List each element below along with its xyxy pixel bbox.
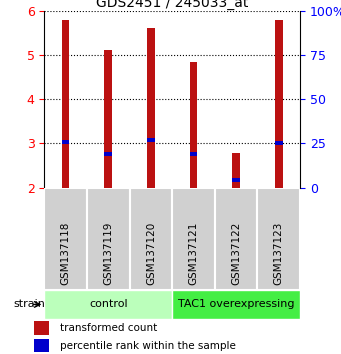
Bar xyxy=(130,188,172,290)
Bar xyxy=(147,28,155,188)
Bar xyxy=(44,188,87,290)
Bar xyxy=(275,21,283,188)
Bar xyxy=(87,188,130,290)
Text: GSM137122: GSM137122 xyxy=(231,222,241,285)
Text: strain: strain xyxy=(13,299,45,309)
Bar xyxy=(215,188,257,290)
Text: control: control xyxy=(89,299,128,309)
Bar xyxy=(172,188,215,290)
Text: GSM137119: GSM137119 xyxy=(103,222,113,285)
Text: GSM137123: GSM137123 xyxy=(274,222,284,285)
Bar xyxy=(172,290,300,319)
Bar xyxy=(232,178,240,182)
Bar xyxy=(34,321,49,335)
Text: percentile rank within the sample: percentile rank within the sample xyxy=(60,341,236,350)
Bar xyxy=(190,153,197,156)
Bar xyxy=(190,62,197,188)
Bar xyxy=(257,188,300,290)
Text: GSM137120: GSM137120 xyxy=(146,222,156,285)
Bar xyxy=(232,153,240,188)
Bar xyxy=(62,141,70,144)
Bar xyxy=(34,339,49,352)
Text: GSM137121: GSM137121 xyxy=(189,222,198,285)
Text: TAC1 overexpressing: TAC1 overexpressing xyxy=(178,299,294,309)
Bar xyxy=(147,138,155,142)
Bar xyxy=(104,51,112,188)
Bar xyxy=(275,141,283,145)
Title: GDS2451 / 245033_at: GDS2451 / 245033_at xyxy=(96,0,248,10)
Text: transformed count: transformed count xyxy=(60,323,157,333)
Bar xyxy=(44,290,172,319)
Bar xyxy=(62,21,70,188)
Bar xyxy=(104,153,112,156)
Text: GSM137118: GSM137118 xyxy=(61,222,71,285)
